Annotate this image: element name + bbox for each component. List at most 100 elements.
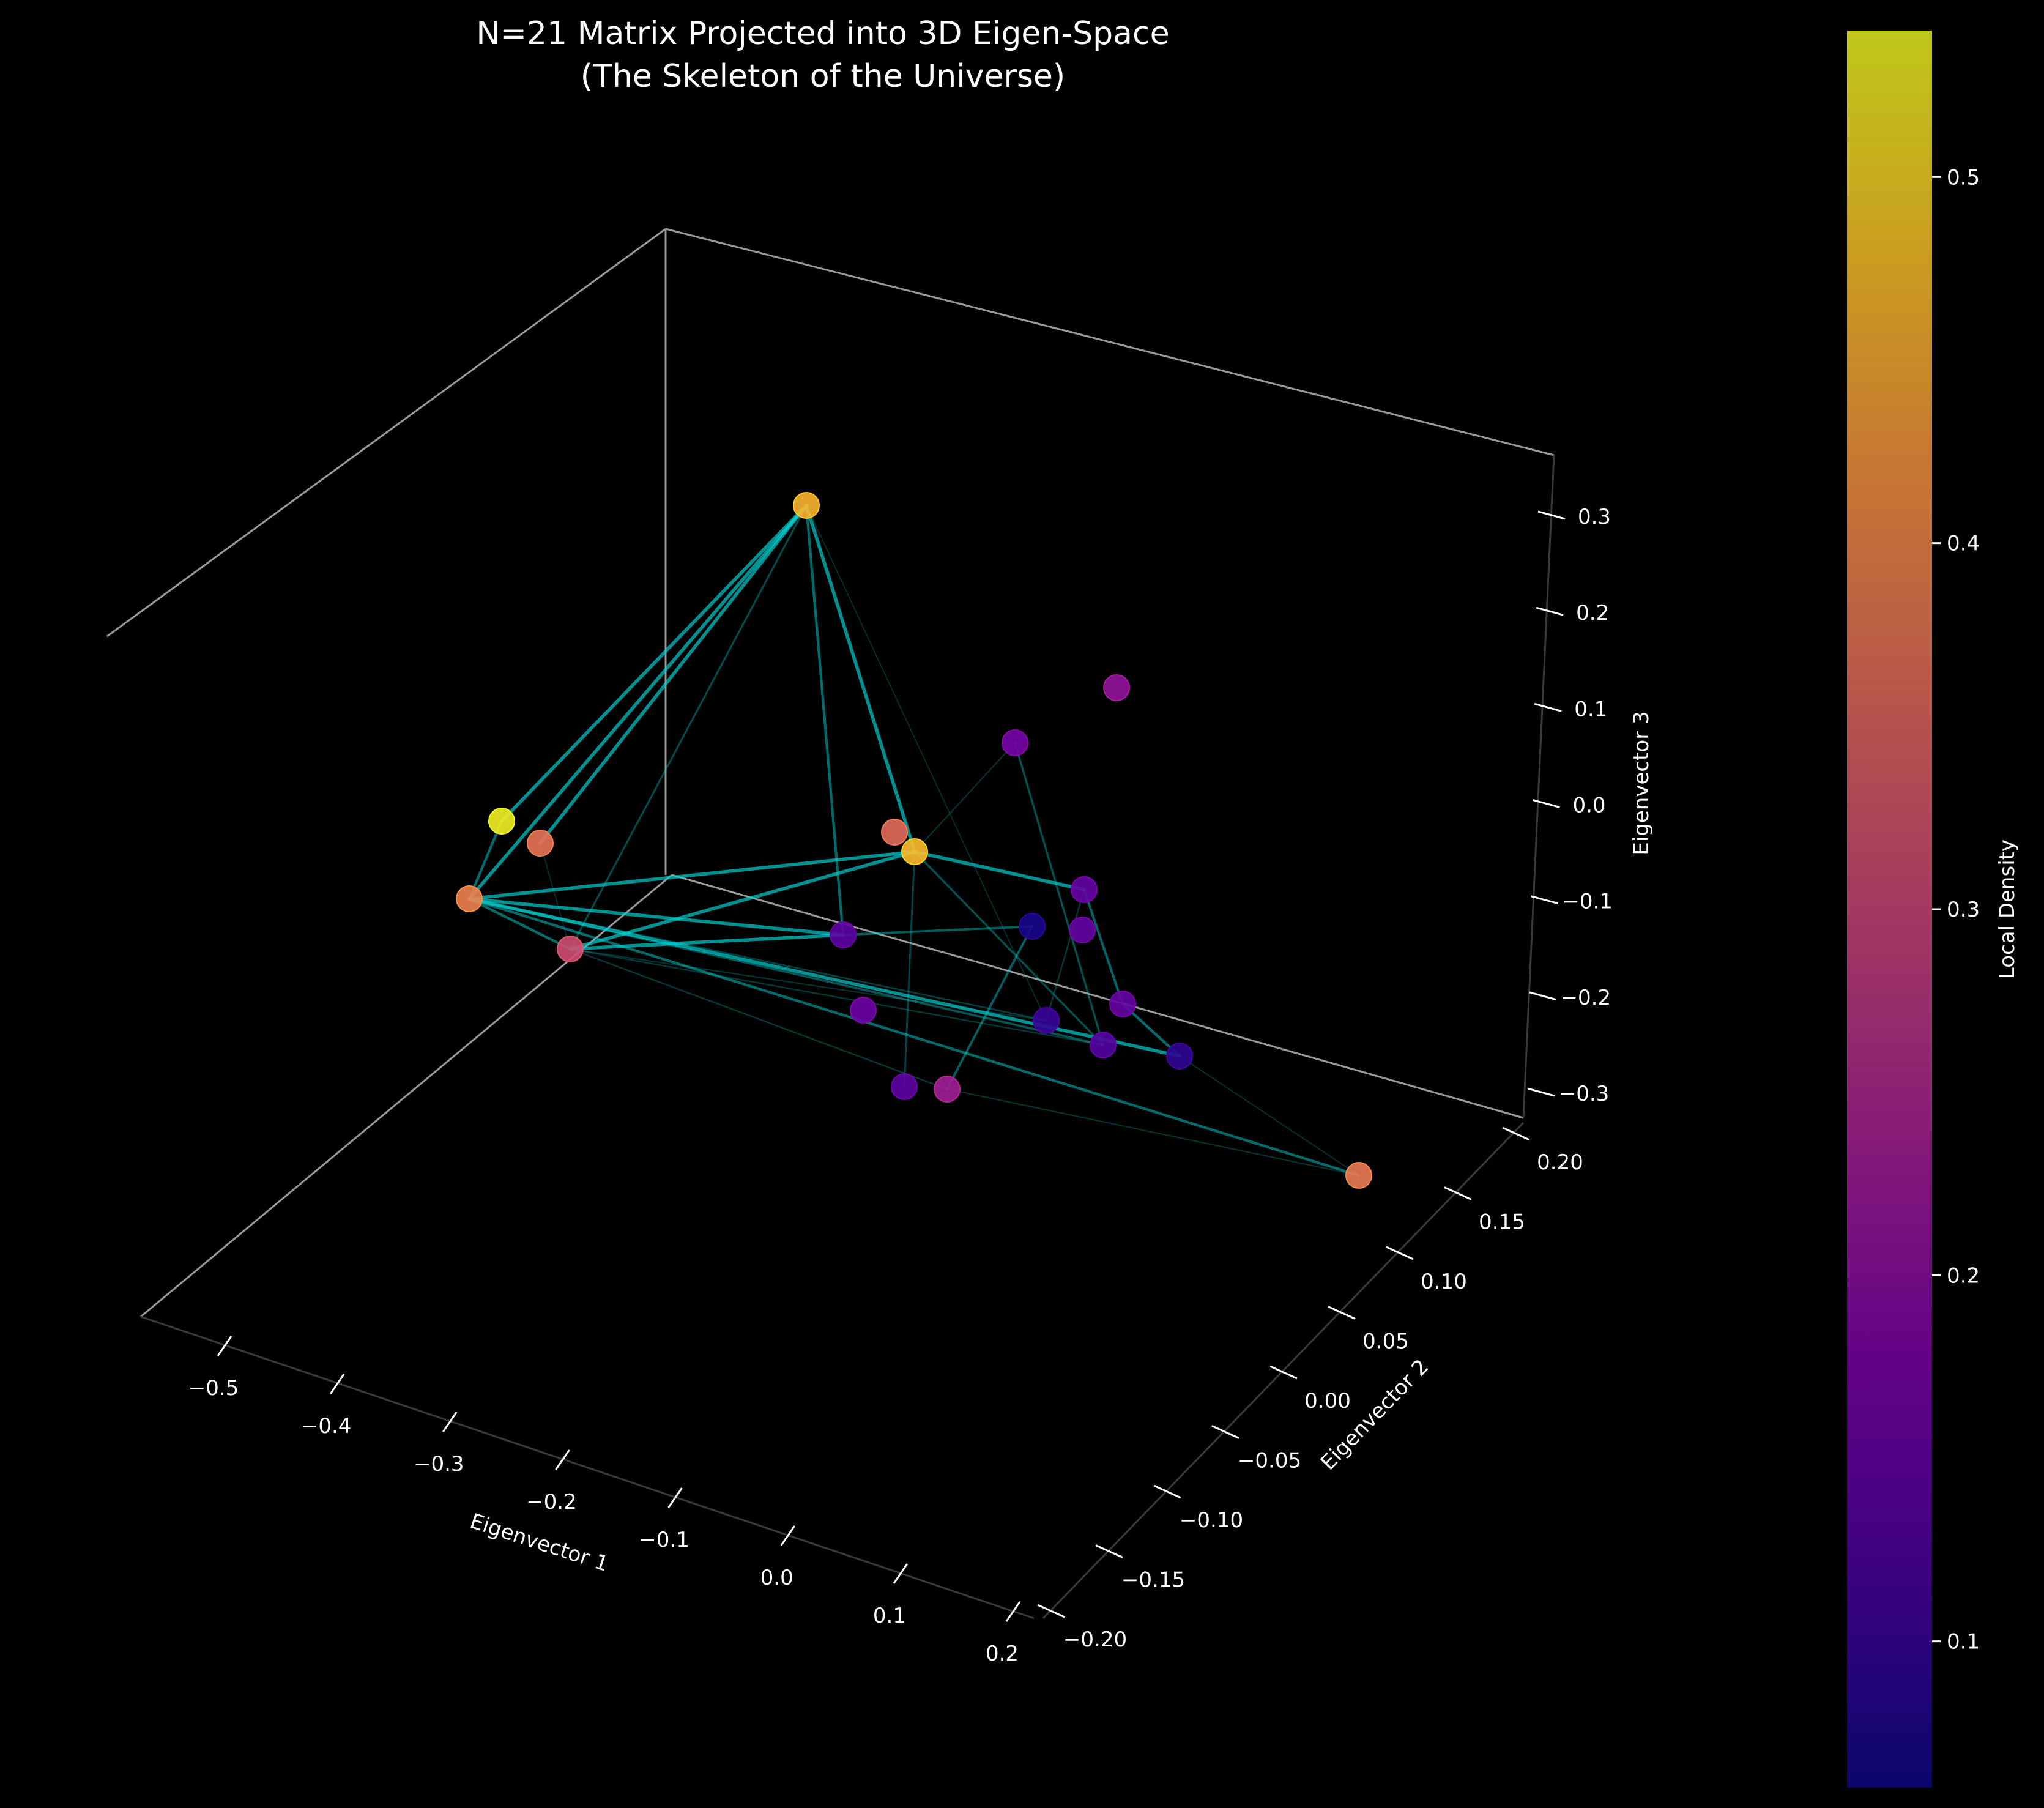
z-axis-tick-label: 0.3 — [1578, 505, 1611, 529]
y-axis-tick-label: 0.15 — [1479, 1210, 1525, 1235]
graph-node — [527, 830, 554, 857]
z-axis-tick-mark — [1531, 895, 1559, 905]
y-axis-tick-label: 0.05 — [1362, 1330, 1409, 1354]
graph-edge — [467, 897, 845, 937]
graph-edge — [806, 505, 1047, 1021]
graph-node — [891, 1073, 918, 1100]
graph-node — [1166, 1043, 1193, 1070]
graph-nodes — [456, 492, 1372, 1189]
x-axis-tick-label: −0.3 — [414, 1452, 464, 1476]
graph-edge — [468, 898, 1104, 1046]
pane-edge — [665, 228, 1555, 456]
colorbar-tick-label: 0.4 — [1947, 532, 1980, 556]
pane-edge — [106, 228, 666, 638]
colorbar-tick-label: 0.2 — [1947, 1263, 1980, 1288]
x-axis-tick-mark — [1005, 1601, 1021, 1622]
y-axis-tick-label: −0.15 — [1121, 1568, 1185, 1593]
x-axis-tick-label: −0.1 — [639, 1528, 689, 1552]
graph-node — [1090, 1032, 1117, 1058]
y-axis-tick-label: −0.05 — [1238, 1449, 1301, 1473]
graph-node — [1071, 876, 1098, 903]
graph-edge — [467, 504, 808, 901]
graph-edge — [805, 504, 845, 937]
graph-edge — [1045, 888, 1085, 1022]
x-axis-tick-mark — [555, 1449, 570, 1470]
graph-node — [557, 936, 584, 962]
graph-node — [1002, 729, 1028, 756]
graph-node — [1345, 1162, 1372, 1189]
z-axis-tick-mark — [1533, 799, 1560, 808]
y-axis-tick-mark — [1328, 1306, 1356, 1320]
graph-edge — [913, 850, 1086, 891]
graph-node — [850, 997, 877, 1024]
graph-node — [1019, 913, 1046, 940]
chart-title-line2: (The Skeleton of the Universe) — [581, 58, 1065, 95]
z-axis-label: Eigenvector 3 — [1629, 711, 1654, 855]
graph-node — [934, 1076, 961, 1103]
z-axis-tick-label: −0.3 — [1559, 1082, 1610, 1106]
graph-edge — [569, 948, 948, 1090]
graph-edge — [467, 897, 572, 951]
z-axis-line — [1522, 455, 1555, 1118]
graph-node — [793, 492, 820, 519]
z-axis-tick-label: −0.2 — [1561, 986, 1611, 1010]
graph-edge — [467, 819, 504, 901]
graph-edge — [913, 742, 1016, 853]
x-axis-tick-label: −0.5 — [188, 1376, 239, 1401]
graph-node — [1069, 917, 1096, 943]
graph-node — [830, 921, 857, 948]
z-axis-tick-label: 0.2 — [1576, 601, 1609, 625]
graph-edge — [569, 948, 1104, 1046]
z-axis-tick-mark — [1536, 606, 1564, 616]
graph-node — [488, 808, 515, 835]
x-axis-tick-mark — [780, 1525, 795, 1546]
x-axis-tick-mark — [442, 1412, 458, 1432]
x-axis-tick-label: −0.2 — [526, 1490, 577, 1514]
y-axis-tick-label: −0.20 — [1063, 1628, 1127, 1652]
graph-edge — [467, 850, 916, 901]
colorbar-tick-label: 0.5 — [1947, 165, 1980, 190]
graph-edge — [946, 925, 1033, 1090]
x-axis-tick-label: −0.4 — [301, 1414, 352, 1438]
graph-edge — [805, 504, 916, 854]
graph-edge — [1178, 1055, 1360, 1177]
z-axis-tick-mark — [1537, 510, 1566, 520]
graph-edge — [842, 925, 1033, 936]
y-axis-tick-mark — [1037, 1604, 1065, 1618]
y-axis-tick-label: −0.10 — [1180, 1508, 1243, 1533]
graph-edge — [1014, 742, 1104, 1046]
graph-edge — [467, 897, 1181, 1058]
y-axis-tick-mark — [1153, 1484, 1181, 1499]
y-axis-tick-mark — [1211, 1425, 1239, 1439]
graph-node — [881, 819, 908, 846]
y-axis-tick-label: 0.10 — [1421, 1270, 1467, 1294]
x-axis-tick-label: 0.1 — [873, 1604, 906, 1628]
pane-edge — [671, 874, 1524, 1119]
y-axis-tick-label: 0.00 — [1304, 1389, 1351, 1413]
colorbar — [1847, 31, 1932, 1788]
z-axis-tick-mark — [1527, 1087, 1555, 1097]
y-axis-tick-mark — [1444, 1186, 1472, 1200]
graph-edge — [1083, 888, 1124, 1005]
graph-edge — [913, 850, 1104, 1046]
x-axis-tick-label: 0.2 — [986, 1642, 1019, 1666]
z-axis-tick-label: −0.1 — [1562, 890, 1613, 914]
graph-edge — [568, 850, 916, 951]
graph-edge — [468, 898, 1047, 1022]
x-axis-tick-mark — [893, 1563, 909, 1584]
y-axis-tick-mark — [1502, 1126, 1530, 1141]
colorbar-tick-label: 0.3 — [1947, 898, 1980, 922]
graph-edge — [946, 1088, 1360, 1177]
graph-node — [1103, 674, 1130, 701]
graph-edge — [569, 948, 1047, 1022]
z-axis-tick-label: 0.1 — [1574, 697, 1607, 721]
colorbar-label: Local Density — [1995, 839, 2020, 979]
graph-edge — [903, 850, 916, 1088]
colorbar-ticks: 0.1 0.2 0.3 0.4 0.5 — [1932, 165, 1980, 1654]
y-axis-tick-mark — [1269, 1365, 1298, 1380]
y-axis-tick-mark — [1095, 1544, 1123, 1558]
x-axis-tick-label: 0.0 — [760, 1566, 793, 1590]
graph-node — [1109, 991, 1136, 1017]
